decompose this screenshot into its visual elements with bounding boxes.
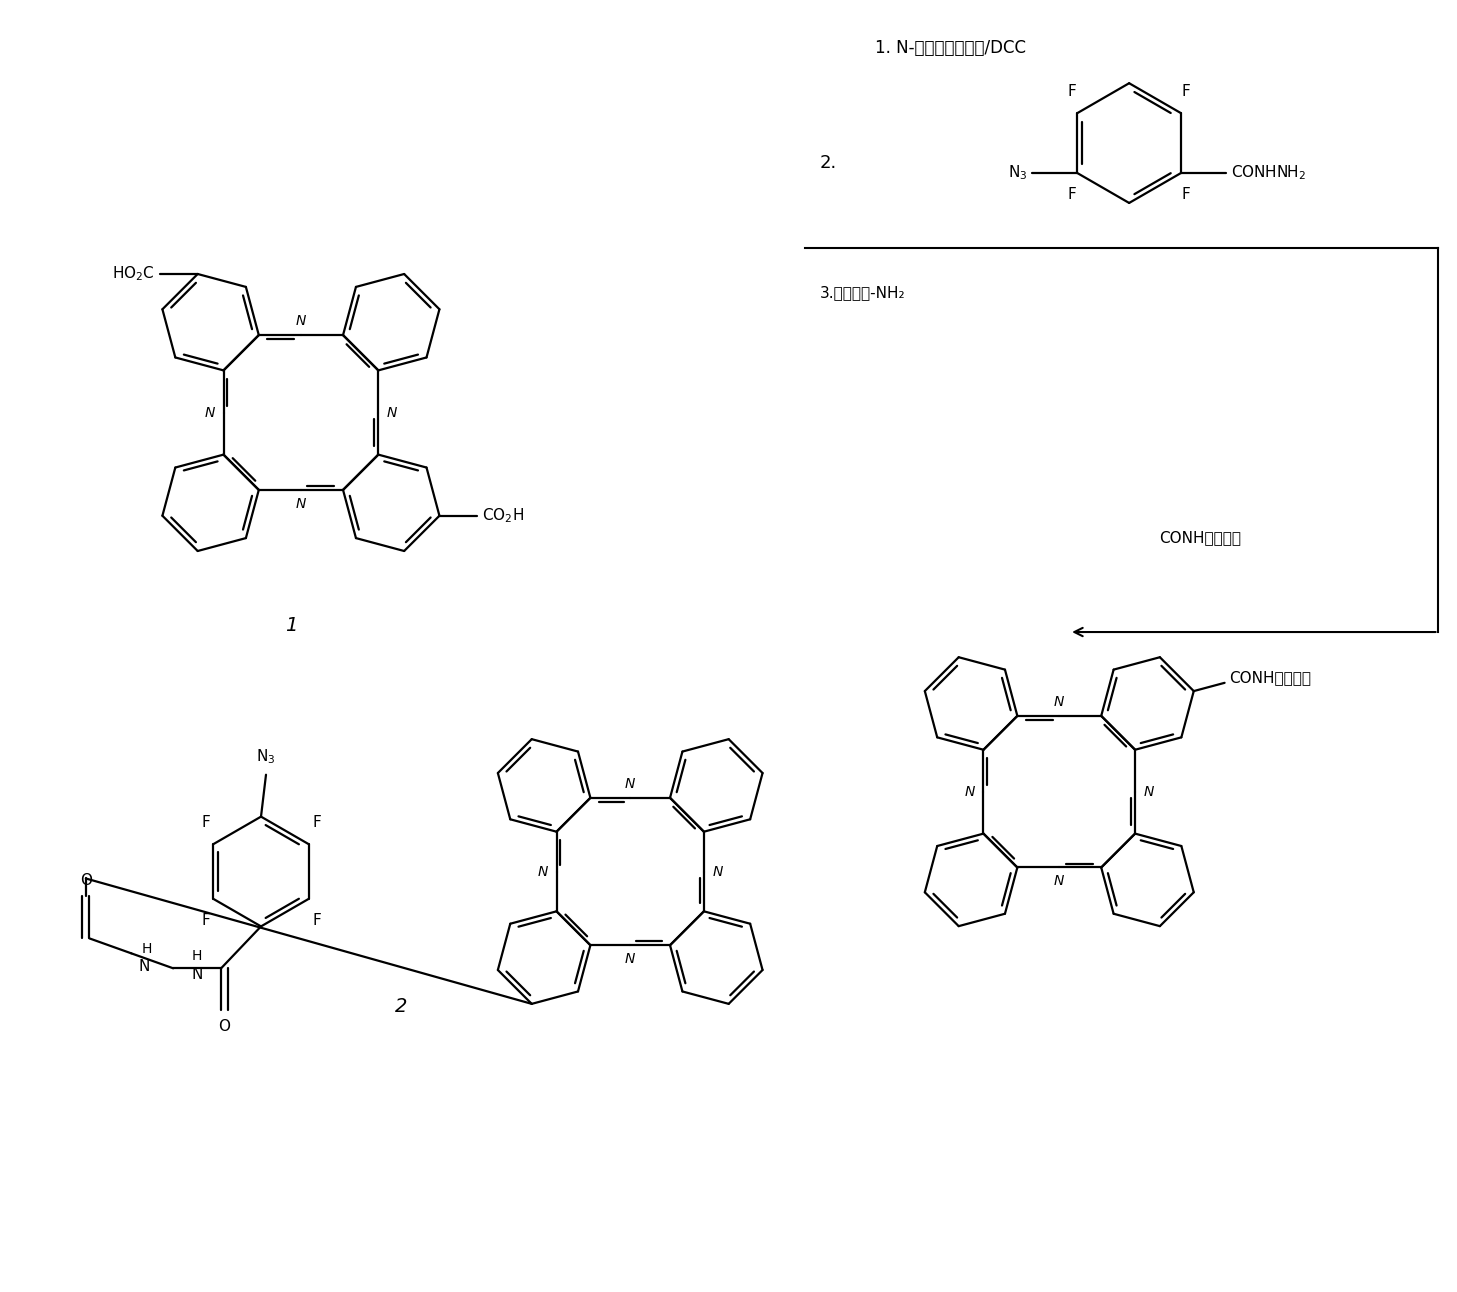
Text: F: F [1182,187,1190,203]
Text: HO$_2$C: HO$_2$C [112,265,154,283]
Text: N: N [296,497,306,510]
Text: CO$_2$H: CO$_2$H [482,506,525,525]
Text: N: N [1053,875,1065,889]
Text: F: F [1068,84,1077,98]
Text: N: N [388,406,398,420]
Text: N$_3$: N$_3$ [1008,164,1027,182]
Text: CONHNH$_2$: CONHNH$_2$ [1231,164,1305,182]
Text: 1: 1 [284,615,297,634]
Text: N: N [296,314,306,328]
Text: F: F [201,815,210,829]
Text: N: N [1053,695,1065,709]
Text: N: N [1144,784,1154,798]
Text: N: N [191,966,203,982]
Text: 2.: 2. [820,154,838,172]
Text: N: N [138,959,150,974]
Text: 1. N-羟基琥珀酰亚胺/DCC: 1. N-羟基琥珀酰亚胺/DCC [874,39,1026,57]
Text: N: N [625,776,635,791]
Text: F: F [312,815,321,829]
Text: 2: 2 [395,996,407,1016]
Text: N: N [204,406,214,420]
Text: F: F [1182,84,1190,98]
Text: F: F [312,913,321,929]
Text: N$_3$: N$_3$ [256,747,275,766]
Text: F: F [1068,187,1077,203]
Text: N: N [538,864,548,879]
Text: N: N [625,952,635,966]
Text: O: O [80,873,92,888]
Text: 3.生物分子-NH₂: 3.生物分子-NH₂ [820,286,905,300]
Text: CONH生物分子: CONH生物分子 [1230,671,1311,685]
Text: N: N [712,864,723,879]
Text: F: F [201,913,210,929]
Text: N: N [965,784,975,798]
Text: O: O [219,1018,230,1034]
Text: H: H [192,950,203,964]
Text: CONH生物分子: CONH生物分子 [1160,530,1241,545]
Text: H: H [143,942,153,956]
